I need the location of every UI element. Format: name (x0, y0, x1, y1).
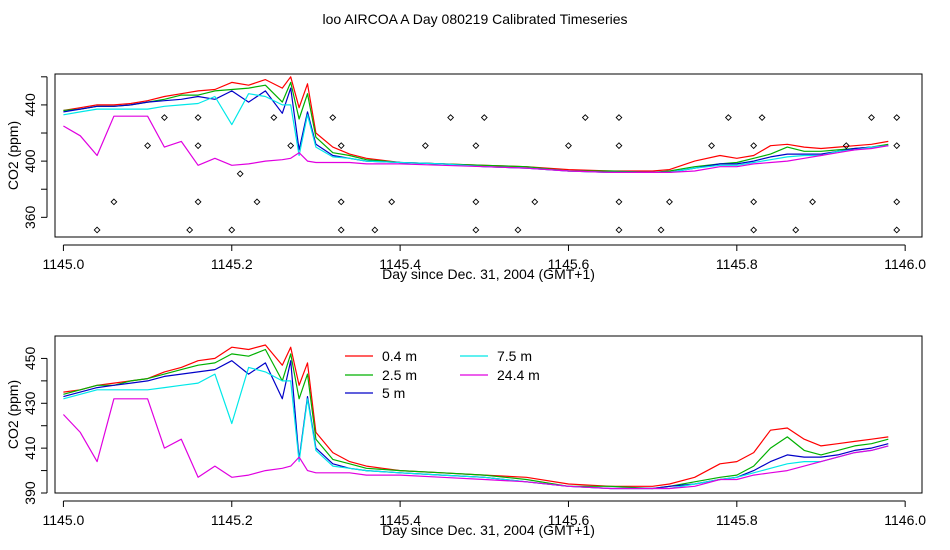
series-line-2-5-m (63, 348, 889, 490)
x-tick-label: 1145.2 (211, 512, 253, 528)
diamond-point (750, 226, 758, 234)
diamond-point (724, 114, 732, 121)
diamond-point (842, 142, 850, 150)
diamond-point (329, 114, 337, 121)
diamond-point (93, 226, 101, 234)
y-tick-label: 400 (22, 149, 38, 173)
legend: 0.4 m 2.5 m 5 m 7.5 m 24.4 m (345, 348, 540, 401)
diamond-point (388, 198, 396, 206)
diamond-point (253, 198, 261, 206)
x-tick-label: 1145.6 (548, 256, 590, 272)
legend-label: 7.5 m (497, 348, 532, 364)
legend-label: 2.5 m (382, 367, 417, 383)
x-tick-label: 1145.8 (716, 512, 758, 528)
x-tick-label: 1146.0 (884, 512, 926, 528)
diamond-point (186, 226, 194, 234)
diamond-point (472, 142, 480, 150)
legend-label: 0.4 m (382, 348, 417, 364)
diamond-point (792, 226, 800, 234)
x-tick-label: 1145.4 (379, 256, 421, 272)
x-tick-label: 1145.8 (716, 256, 758, 272)
series-line-5-m (63, 87, 889, 173)
diamond-point (893, 198, 901, 206)
x-axis-label: Day since Dec. 31, 2004 (GMT+1) (382, 522, 595, 538)
series-line-0-4-m (63, 76, 889, 172)
diamond-point (194, 198, 202, 206)
diamond-point (194, 142, 202, 150)
diamond-point (371, 226, 379, 234)
y-axis-label: CO2 (ppm) (5, 380, 21, 449)
diamond-point (758, 114, 766, 121)
x-tick-label: 1146.0 (884, 256, 926, 272)
plot-frame (54, 73, 923, 238)
diamond-point (750, 142, 758, 150)
diamond-point (337, 226, 345, 234)
diamond-point (893, 142, 901, 150)
diamond-point (666, 198, 673, 206)
series-line-7-5-m (63, 93, 889, 173)
diamond-point (472, 198, 480, 206)
diamond-point (447, 114, 455, 121)
series-line-2-5-m (63, 81, 889, 173)
panel-bottom: 1145.0 1145.2 1145.4 1145.6 1145.8 1146.0 Day … (5, 335, 926, 538)
y-axis-label: CO2 (ppm) (5, 121, 21, 190)
diamond-point (615, 198, 623, 206)
series-line-0-4-m (63, 344, 889, 487)
legend-label: 24.4 m (497, 367, 540, 383)
series-line-24-4-m (62, 398, 889, 490)
diamond-point (868, 114, 875, 121)
x-tick-label: 1145.0 (43, 256, 85, 272)
legend-label: 5 m (382, 385, 405, 401)
diamond-point (708, 142, 715, 150)
diamond-point (615, 142, 623, 150)
diamond-point (421, 142, 429, 150)
diamond-point (194, 114, 202, 121)
diamond-point (615, 226, 623, 234)
y-tick-label: 450 (22, 347, 38, 371)
diamond-point (236, 170, 244, 178)
x-tick-label: 1145.2 (211, 256, 253, 272)
plot-frame (54, 335, 923, 494)
diamond-point (472, 226, 480, 234)
y-tick-label: 390 (22, 481, 38, 505)
diamond-point (565, 142, 572, 150)
y-tick-label: 430 (22, 391, 38, 415)
diamond-point (337, 198, 345, 206)
x-axis-label: Day since Dec. 31, 2004 (GMT+1) (382, 266, 595, 282)
diamond-point (750, 198, 758, 206)
diamond-point (893, 226, 901, 234)
y-tick-label: 440 (22, 93, 38, 117)
diamond-point (480, 114, 488, 121)
y-tick-label: 360 (22, 205, 38, 229)
diamond-point (287, 142, 295, 150)
diamond-point (809, 198, 817, 206)
diamond-point (657, 226, 665, 234)
diamond-point (581, 114, 589, 121)
diamond-point (893, 114, 901, 121)
diamond-point (228, 226, 236, 234)
diamond-point (337, 142, 345, 150)
diamond-point (160, 114, 168, 121)
series-line-24-4-m (63, 115, 889, 173)
diamond-point (514, 226, 522, 234)
diamond-point (531, 198, 539, 206)
figure-title: loo AIRCOA A Day 080219 Calibrated Times… (322, 11, 627, 27)
series-line-7-5-m (63, 366, 889, 490)
diamond-point (270, 114, 278, 121)
y-tick-label: 410 (22, 436, 38, 460)
x-tick-label: 1145.6 (548, 512, 590, 528)
panel-top: 1145.0 1145.2 1145.4 1145.6 1145.8 1146.0 Day … (5, 73, 926, 282)
diamond-point (144, 142, 152, 150)
diamond-point (615, 114, 623, 121)
x-tick-label: 1145.4 (379, 512, 421, 528)
x-tick-label: 1145.0 (43, 512, 85, 528)
diamond-point (110, 198, 118, 206)
